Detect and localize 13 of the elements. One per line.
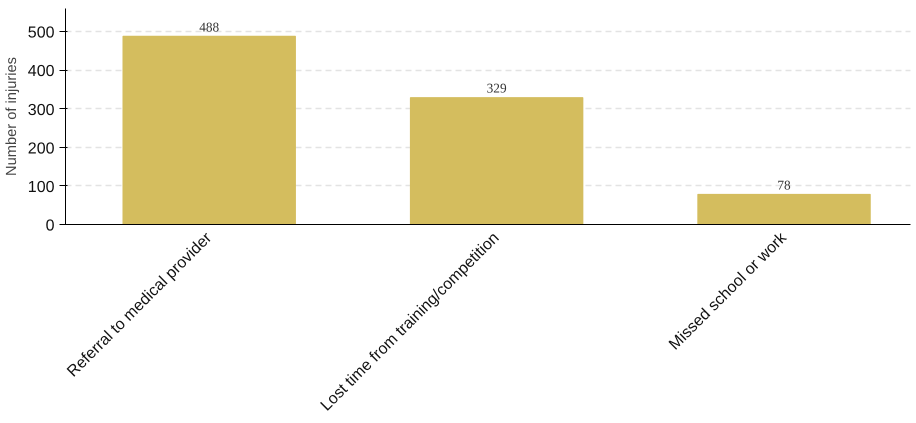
data-label: 488 bbox=[199, 19, 220, 34]
y-tick-label: 300 bbox=[28, 102, 55, 119]
y-tick-label: 200 bbox=[28, 140, 55, 158]
y-axis-title: Number of injuries bbox=[4, 57, 20, 176]
bar bbox=[122, 36, 296, 224]
y-tick-label: 500 bbox=[28, 24, 55, 42]
y-tick-label: 0 bbox=[46, 218, 55, 234]
data-label: 78 bbox=[777, 177, 792, 192]
data-label: 329 bbox=[486, 80, 507, 96]
y-tick-label: 400 bbox=[28, 63, 55, 80]
bar bbox=[697, 194, 871, 224]
y-tick-label: 100 bbox=[28, 178, 55, 196]
bar bbox=[410, 97, 584, 224]
